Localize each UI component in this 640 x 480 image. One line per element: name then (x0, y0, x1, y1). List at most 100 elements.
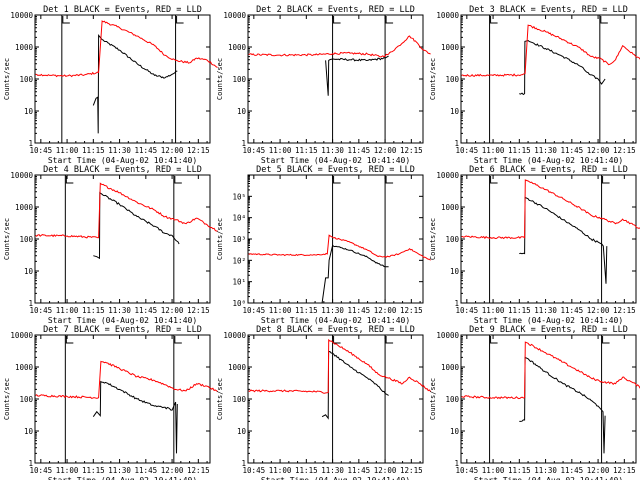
x-tick-label: 12:15 (613, 466, 636, 475)
x-tick-label: 11:30 (534, 306, 557, 315)
x-tick-label: 11:30 (321, 306, 344, 315)
x-tick-label: 12:00 (587, 146, 610, 155)
x-tick-label: 10:45 (456, 146, 479, 155)
y-tick-label: 10 (450, 427, 460, 436)
x-tick-label: 10:45 (243, 306, 266, 315)
series-events-line (519, 196, 608, 284)
panel-det-2: Det 2 BLACK = Events, RED = LLD 1 10 100 100… (216, 5, 431, 165)
x-tick-label: 11:00 (56, 466, 79, 475)
y-tick-label: 10 (24, 107, 34, 116)
corner-bracket-marker (600, 16, 608, 24)
x-axis-label: Start Time (04-Aug-02 10:41:40) (48, 156, 197, 165)
panel-title: Det 5 BLACK = Events, RED = LLD (256, 165, 415, 175)
y-tick-label: 1000 (15, 363, 34, 372)
x-tick-label: 11:00 (269, 306, 292, 315)
x-tick-label: 12:00 (587, 306, 610, 315)
series-lld-line (461, 24, 640, 77)
x-tick-label: 12:00 (161, 146, 184, 155)
y-tick-label: 1 (28, 299, 33, 308)
y-tick-label: 100 (445, 235, 459, 244)
x-tick-label: 10:45 (30, 146, 53, 155)
y-tick-label: 1 (241, 459, 246, 468)
x-tick-label: 11:15 (295, 306, 318, 315)
y-axis-label: Counts/sec (3, 218, 11, 260)
corner-bracket-marker (490, 16, 498, 24)
series-events-line (325, 55, 389, 96)
x-axis-label: Start Time (04-Aug-02 10:41:40) (48, 476, 197, 480)
panel-title: Det 3 BLACK = Events, RED = LLD (469, 5, 628, 15)
series-events-line (92, 34, 178, 134)
x-tick-label: 12:15 (400, 146, 423, 155)
panel-title: Det 2 BLACK = Events, RED = LLD (256, 5, 415, 15)
x-tick-label: 11:30 (321, 466, 344, 475)
corner-bracket-marker (385, 176, 394, 184)
panel-det-8: Det 8 BLACK = Events, RED = LLD 1 10 100 100… (216, 325, 431, 480)
x-axis-label: Start Time (04-Aug-02 10:41:40) (474, 316, 623, 325)
y-axis-label: Counts/sec (216, 58, 224, 100)
x-tick-label: 11:30 (534, 466, 557, 475)
corner-bracket-marker (333, 16, 341, 24)
y-tick-label: 1000 (15, 43, 34, 52)
y-tick-label: 1000 (441, 363, 460, 372)
x-tick-label: 11:15 (508, 466, 531, 475)
x-tick-label: 11:15 (508, 306, 531, 315)
y-axis-label: Counts/sec (3, 378, 11, 420)
y-tick-label: 10 (237, 107, 247, 116)
y-tick-label: 1 (28, 139, 33, 148)
x-tick-label: 11:45 (561, 146, 584, 155)
panel-title: Det 6 BLACK = Events, RED = LLD (469, 165, 628, 175)
corner-bracket-marker (490, 336, 498, 344)
y-tick-label: 10 (237, 427, 247, 436)
y-tick-label: 100 (19, 395, 33, 404)
corner-bracket-marker (65, 336, 74, 344)
x-tick-label: 11:30 (108, 146, 131, 155)
x-tick-label: 12:00 (161, 306, 184, 315)
x-tick-label: 12:15 (187, 466, 210, 475)
y-tick-label: 1000 (15, 203, 34, 212)
x-tick-label: 10:45 (243, 146, 266, 155)
y-tick-label: 100 (445, 395, 459, 404)
y-tick-label: 1000 (228, 43, 247, 52)
series-lld-line (461, 341, 640, 400)
y-tick-label: 10 (450, 107, 460, 116)
x-tick-label: 10:45 (456, 466, 479, 475)
series-events-line (92, 380, 178, 454)
x-tick-label: 10:45 (30, 466, 53, 475)
corner-bracket-marker (333, 176, 341, 184)
y-tick-label: 10 (24, 427, 34, 436)
x-tick-label: 11:45 (135, 466, 158, 475)
x-tick-label: 11:15 (82, 146, 105, 155)
series-lld-line (461, 179, 640, 240)
series-events-line (519, 356, 606, 454)
x-tick-label: 11:45 (135, 306, 158, 315)
y-tick-label: 1 (454, 459, 459, 468)
y-tick-label: 10² (232, 256, 246, 265)
y-tick-label: 10000 (10, 331, 33, 340)
corner-bracket-marker (174, 336, 182, 344)
x-tick-label: 11:00 (56, 146, 79, 155)
corner-bracket-marker (385, 336, 394, 344)
x-tick-label: 12:15 (613, 306, 636, 315)
series-lld-line (35, 360, 218, 399)
x-tick-label: 12:15 (613, 146, 636, 155)
x-tick-label: 11:15 (508, 146, 531, 155)
y-tick-label: 10000 (436, 331, 459, 340)
x-tick-label: 12:00 (374, 466, 397, 475)
y-tick-label: 100 (232, 395, 246, 404)
x-tick-label: 11:45 (348, 466, 371, 475)
x-tick-label: 11:00 (269, 466, 292, 475)
x-tick-label: 11:45 (135, 146, 158, 155)
series-events-line (93, 191, 180, 260)
x-tick-label: 11:30 (108, 306, 131, 315)
x-tick-label: 11:00 (269, 146, 292, 155)
panel-det-5: Det 5 BLACK = Events, RED = LLD 10⁰ 10¹ 10²… (216, 165, 431, 325)
y-tick-label: 1 (454, 139, 459, 148)
x-tick-label: 11:45 (561, 306, 584, 315)
y-axis-label: Counts/sec (216, 378, 224, 420)
x-axis-label: Start Time (04-Aug-02 10:41:40) (474, 156, 623, 165)
series-events-line (519, 39, 606, 96)
x-tick-label: 11:00 (482, 466, 505, 475)
y-tick-label: 10 (24, 267, 34, 276)
series-lld-line (248, 338, 431, 394)
